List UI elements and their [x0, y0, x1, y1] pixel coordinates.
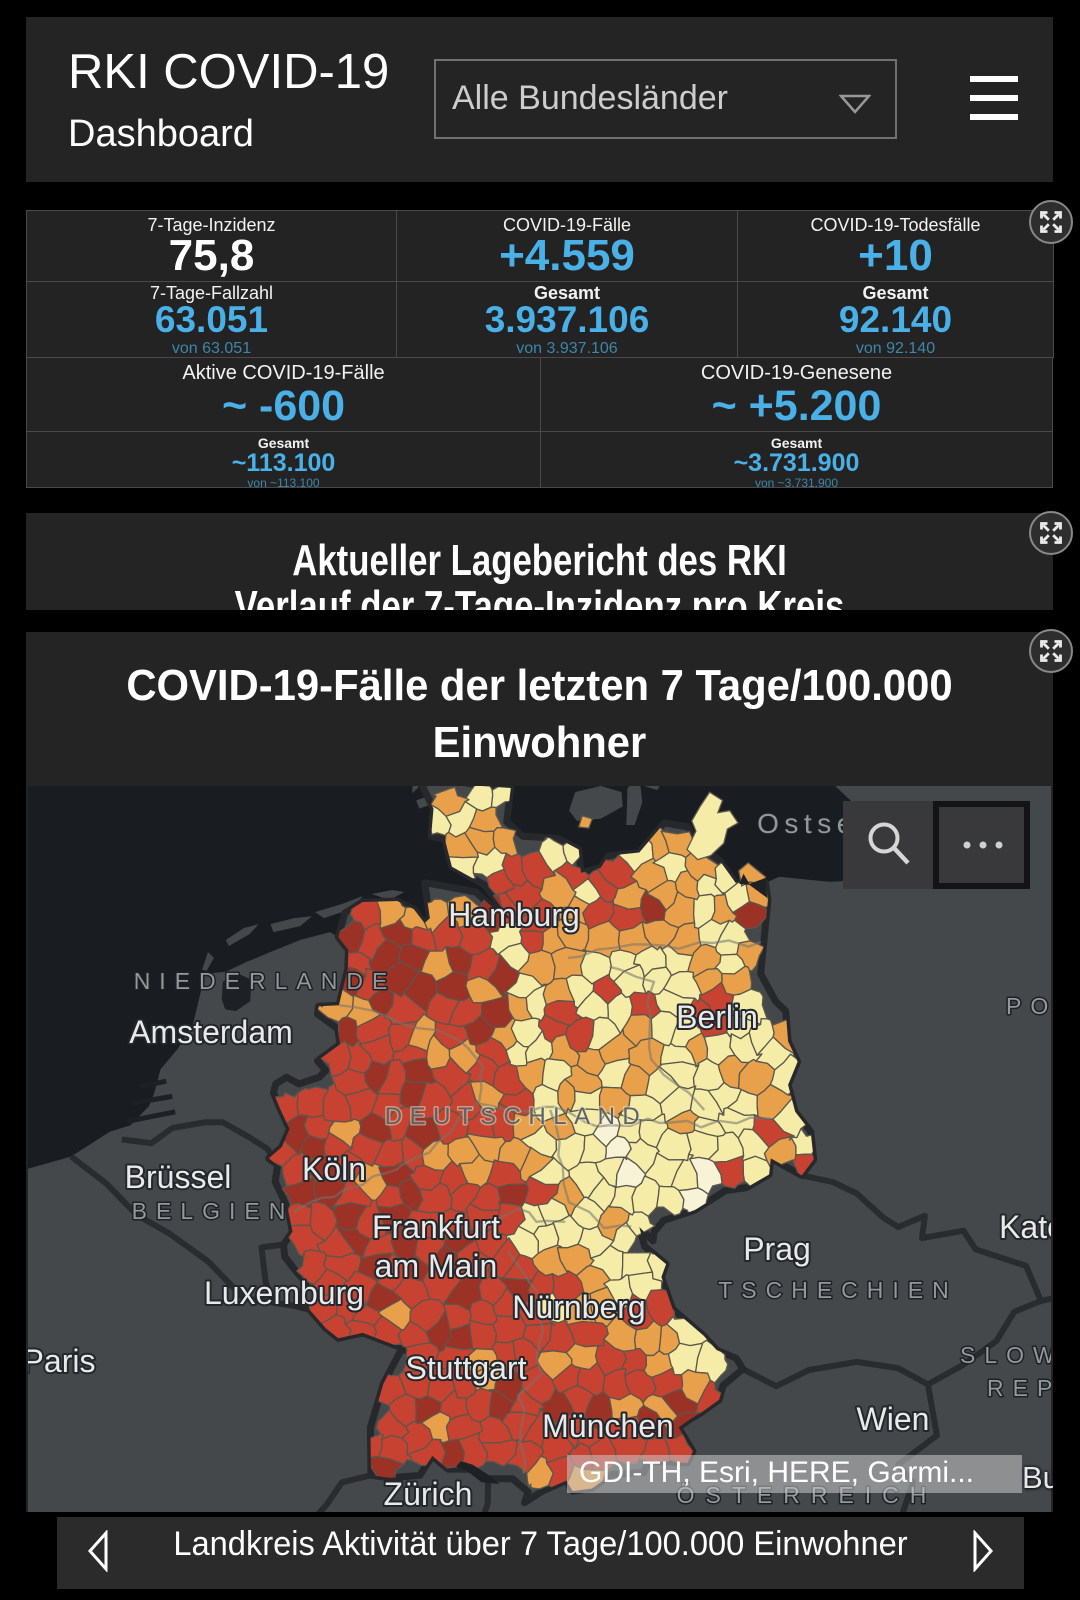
svg-text:Frankfurt: Frankfurt	[372, 1209, 500, 1245]
svg-text:Luxemburg: Luxemburg	[204, 1275, 364, 1311]
svg-text:REPUBLIK: REPUBLIK	[987, 1375, 1051, 1401]
svg-text:Hamburg: Hamburg	[448, 897, 580, 933]
svg-text:BELGIEN: BELGIEN	[132, 1198, 295, 1224]
svg-text:München: München	[542, 1408, 674, 1444]
svg-text:am Main: am Main	[375, 1248, 498, 1284]
svg-text:Wien: Wien	[857, 1401, 930, 1437]
svg-text:NIEDERLANDE: NIEDERLANDE	[134, 968, 397, 994]
svg-text:Zürich: Zürich	[384, 1476, 473, 1512]
svg-text:Stuttgart: Stuttgart	[406, 1350, 527, 1386]
svg-text:POLEN: POLEN	[1006, 993, 1051, 1019]
svg-text:Amsterdam: Amsterdam	[129, 1014, 293, 1050]
svg-text:Brüssel: Brüssel	[125, 1159, 232, 1195]
svg-text:Köln: Köln	[302, 1151, 366, 1187]
svg-text:DEUTSCHLAND: DEUTSCHLAND	[385, 1103, 648, 1130]
svg-text:SLOWAKISCHE: SLOWAKISCHE	[960, 1342, 1051, 1368]
svg-text:Katowice: Katowice	[999, 1209, 1051, 1245]
svg-text:Paris: Paris	[28, 1343, 95, 1379]
svg-text:Prag: Prag	[743, 1231, 811, 1267]
svg-text:Nürnberg: Nürnberg	[512, 1289, 645, 1325]
svg-text:Berlin: Berlin	[676, 999, 758, 1035]
svg-text:TSCHECHIEN: TSCHECHIEN	[718, 1277, 958, 1303]
